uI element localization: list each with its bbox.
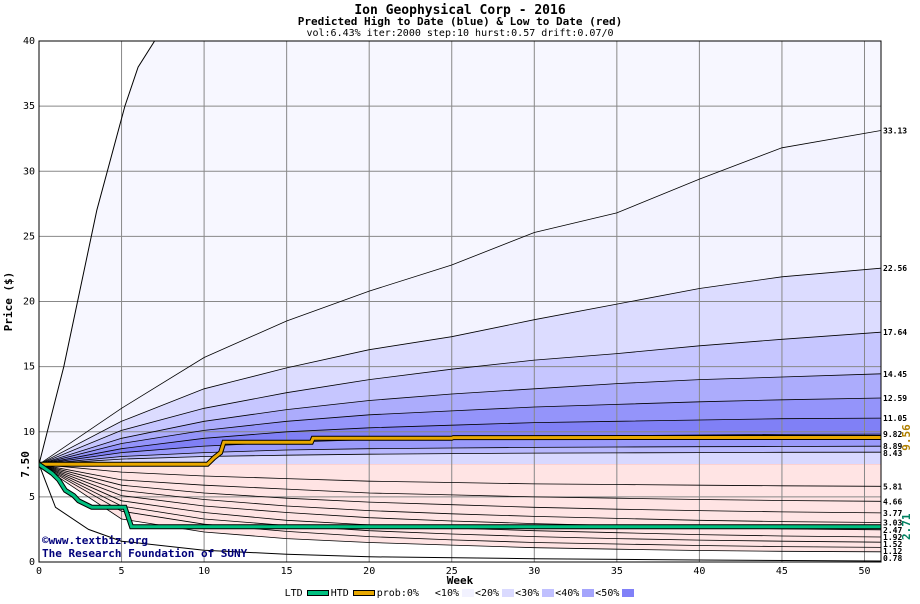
end-label-1: 22.56 (883, 264, 907, 273)
x-axis-label: Week (447, 574, 474, 587)
legend-label-0: LTD (284, 588, 303, 599)
legend-label-6: <40% (555, 588, 580, 599)
chart-legend: LTD HTD prob:0% <10% <20% <30% <40% <50% (0, 588, 920, 599)
y-tick-10: 10 (23, 427, 35, 438)
line-low-3 (39, 463, 881, 523)
line-low-2 (39, 463, 881, 514)
end-label-15: 1.52 (883, 540, 902, 549)
x-tick-20: 20 (363, 566, 375, 577)
credit-org: The Research Foundation of SUNY (42, 547, 248, 560)
y-axis-label: Price ($) (2, 272, 15, 332)
chart-subtitle: Predicted High to Date (blue) & Low to D… (297, 15, 623, 28)
legend-label-1: HTD (330, 588, 349, 599)
end-label-14: 1.92 (883, 533, 902, 542)
line-low-0 (39, 463, 881, 487)
line-low-7 (39, 463, 881, 548)
legend-label-5: <30% (515, 588, 540, 599)
end-label-2: 17.64 (883, 328, 907, 337)
end-label-13: 2.47 (883, 526, 902, 535)
x-tick-0: 0 (36, 566, 42, 577)
line-high-7 (39, 445, 881, 465)
end-label-7: 8.89 (883, 442, 902, 451)
y-tick-15: 15 (23, 362, 35, 373)
legend-swatch-7 (622, 589, 635, 597)
end-label-5: 11.05 (883, 414, 907, 423)
y-tick-0: 0 (29, 557, 35, 568)
end-label-8: 8.43 (883, 449, 902, 458)
plot-area (39, 41, 881, 562)
legend-label-2: prob:0% (376, 588, 419, 599)
end-label-10: 4.66 (883, 497, 902, 506)
end-label-3: 14.45 (883, 370, 907, 379)
legend-label-4: <20% (475, 588, 500, 599)
end-label-9: 5.81 (883, 482, 902, 491)
end-label-0: 33.13 (883, 126, 907, 135)
legend-swatch-3 (462, 589, 474, 597)
x-tick-25: 25 (446, 566, 458, 577)
line-high-5 (39, 417, 881, 465)
line-high-max (39, 41, 156, 465)
end-label-12: 3.03 (883, 519, 902, 528)
chart-params: vol:6.43% iter:2000 step:10 hurst:0.57 d… (306, 28, 614, 39)
line-high-0 (39, 130, 881, 465)
line-high-8 (39, 451, 881, 465)
line-low-min (39, 464, 881, 562)
legend-swatch-4 (502, 589, 515, 597)
legend-label-7: <50% (595, 588, 620, 599)
legend-swatch-1 (352, 590, 375, 596)
y-tick-25: 25 (23, 231, 35, 242)
line-high-2 (39, 331, 881, 465)
legend-swatch-2 (421, 589, 434, 597)
x-tick-35: 35 (611, 566, 623, 577)
legend-swatch-6 (582, 589, 595, 597)
end-label-11: 3.77 (883, 509, 902, 518)
x-tick-30: 30 (528, 566, 540, 577)
htd-end-label: 9.56 (900, 424, 913, 451)
band-high-8 (39, 452, 881, 465)
x-tick-45: 45 (776, 566, 788, 577)
legend-swatch-0 (306, 590, 329, 596)
line-high-3 (39, 373, 881, 465)
line-ltd (39, 463, 881, 529)
credit-site: ©www.textbiz.org (42, 534, 148, 547)
end-label-4: 12.59 (883, 394, 907, 403)
start-price-label: 7.50 (19, 451, 32, 478)
band-low-8 (39, 464, 881, 552)
x-tick-15: 15 (281, 566, 293, 577)
x-tick-5: 5 (119, 566, 125, 577)
y-tick-20: 20 (23, 297, 35, 308)
x-tick-40: 40 (693, 566, 705, 577)
chart-title: Ion Geophysical Corp - 2016 (354, 3, 566, 18)
y-tick-5: 5 (29, 492, 35, 503)
legend-label-3: <10% (434, 588, 459, 599)
y-tick-30: 30 (23, 166, 35, 177)
plot-frame (38, 40, 882, 563)
line-htd (39, 436, 881, 466)
x-tick-50: 50 (858, 566, 870, 577)
line-high-1 (39, 267, 881, 465)
line-high-4 (39, 397, 881, 465)
legend-swatch-5 (542, 589, 555, 597)
x-tick-10: 10 (198, 566, 210, 577)
end-label-17: 0.78 (883, 554, 902, 563)
line-low-1 (39, 463, 881, 502)
end-label-6: 9.82 (883, 430, 902, 439)
y-tick-40: 40 (23, 36, 35, 47)
line-low-6 (39, 463, 881, 543)
ltd-end-label: 2.71 (900, 513, 913, 540)
end-label-16: 1.12 (883, 547, 902, 556)
y-tick-35: 35 (23, 101, 35, 112)
